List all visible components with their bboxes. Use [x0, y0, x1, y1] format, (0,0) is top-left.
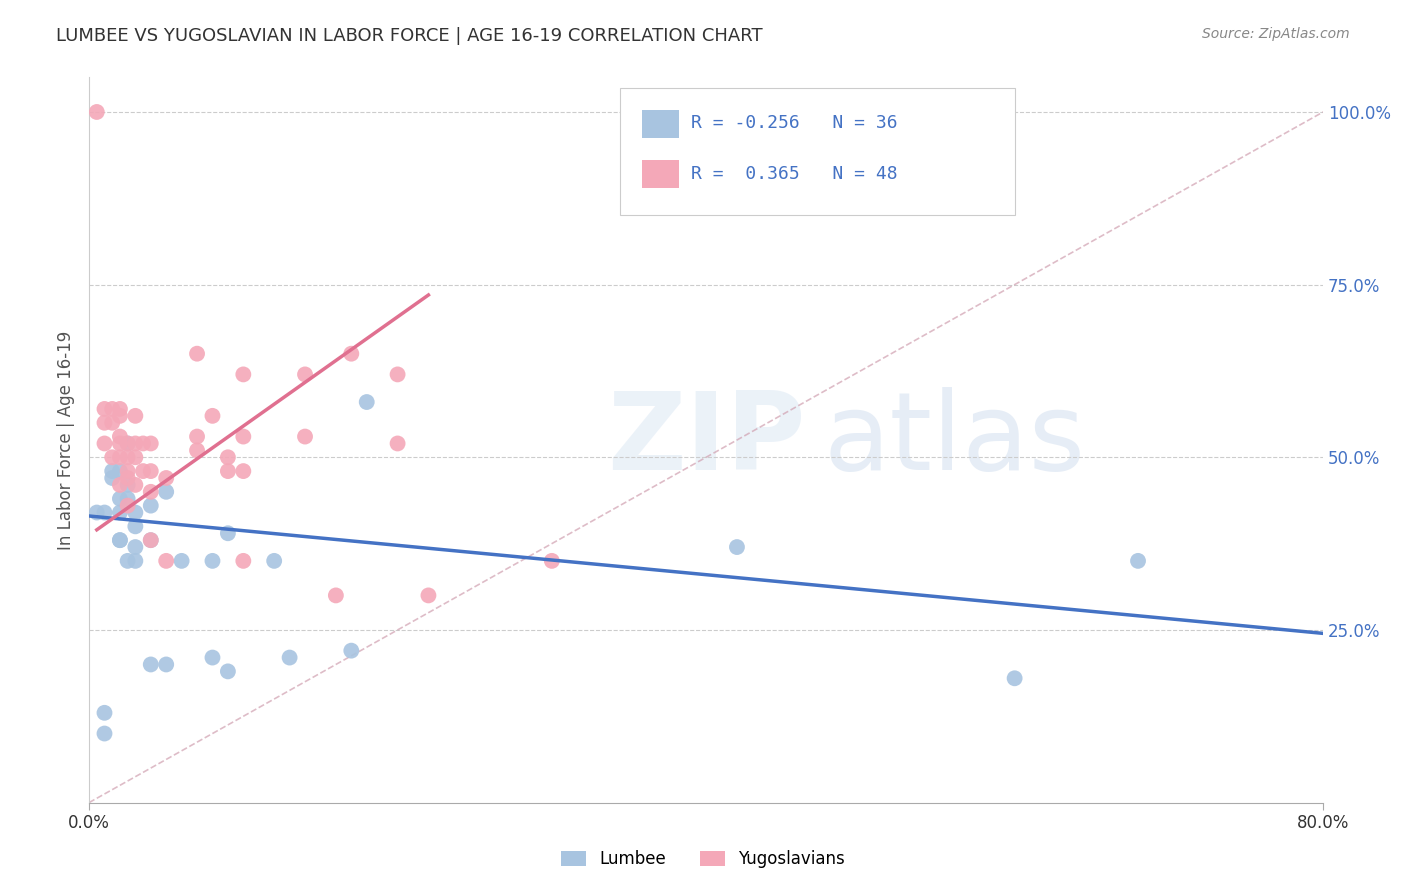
- Point: [201, 554, 224, 568]
- Point: [232, 429, 254, 443]
- FancyBboxPatch shape: [643, 160, 679, 187]
- Y-axis label: In Labor Force | Age 16-19: In Labor Force | Age 16-19: [58, 330, 75, 549]
- Text: ZIP: ZIP: [607, 387, 806, 493]
- Point: [124, 506, 146, 520]
- Point: [93, 416, 115, 430]
- Point: [294, 429, 316, 443]
- Point: [201, 650, 224, 665]
- Point: [139, 657, 162, 672]
- Point: [232, 368, 254, 382]
- Point: [139, 484, 162, 499]
- Point: [186, 429, 208, 443]
- Point: [155, 657, 177, 672]
- Point: [418, 588, 440, 602]
- Point: [117, 436, 139, 450]
- Point: [117, 491, 139, 506]
- Point: [170, 554, 193, 568]
- Point: [540, 554, 562, 568]
- Point: [108, 491, 131, 506]
- Point: [93, 436, 115, 450]
- Point: [186, 347, 208, 361]
- Point: [124, 478, 146, 492]
- Point: [108, 436, 131, 450]
- Point: [93, 401, 115, 416]
- Point: [155, 471, 177, 485]
- Point: [124, 450, 146, 465]
- Point: [117, 436, 139, 450]
- Point: [108, 401, 131, 416]
- Point: [108, 464, 131, 478]
- Point: [108, 533, 131, 548]
- Point: [117, 554, 139, 568]
- Legend: Lumbee, Yugoslavians: Lumbee, Yugoslavians: [554, 844, 852, 875]
- Text: R = -0.256   N = 36: R = -0.256 N = 36: [692, 114, 898, 132]
- Point: [139, 533, 162, 548]
- Point: [124, 519, 146, 533]
- Text: LUMBEE VS YUGOSLAVIAN IN LABOR FORCE | AGE 16-19 CORRELATION CHART: LUMBEE VS YUGOSLAVIAN IN LABOR FORCE | A…: [56, 27, 763, 45]
- Point: [117, 499, 139, 513]
- Point: [108, 429, 131, 443]
- Text: R =  0.365   N = 48: R = 0.365 N = 48: [692, 165, 898, 183]
- Point: [294, 368, 316, 382]
- Point: [139, 499, 162, 513]
- Point: [124, 436, 146, 450]
- FancyBboxPatch shape: [620, 88, 1015, 215]
- Point: [93, 726, 115, 740]
- Point: [263, 554, 285, 568]
- Point: [124, 554, 146, 568]
- Point: [132, 464, 155, 478]
- Point: [217, 665, 239, 679]
- Point: [108, 450, 131, 465]
- FancyBboxPatch shape: [643, 110, 679, 137]
- Text: Source: ZipAtlas.com: Source: ZipAtlas.com: [1202, 27, 1350, 41]
- Point: [101, 471, 124, 485]
- Point: [124, 409, 146, 423]
- Point: [132, 436, 155, 450]
- Text: atlas: atlas: [824, 387, 1085, 493]
- Point: [1004, 671, 1026, 685]
- Point: [117, 471, 139, 485]
- Point: [325, 588, 347, 602]
- Point: [93, 706, 115, 720]
- Point: [139, 464, 162, 478]
- Point: [117, 478, 139, 492]
- Point: [232, 554, 254, 568]
- Point: [108, 478, 131, 492]
- Point: [101, 401, 124, 416]
- Point: [186, 443, 208, 458]
- Point: [387, 436, 409, 450]
- Point: [217, 450, 239, 465]
- Point: [278, 650, 301, 665]
- Point: [101, 450, 124, 465]
- Point: [108, 506, 131, 520]
- Point: [155, 554, 177, 568]
- Point: [117, 464, 139, 478]
- Point: [101, 416, 124, 430]
- Point: [340, 643, 363, 657]
- Point: [356, 395, 378, 409]
- Point: [340, 347, 363, 361]
- Point: [108, 533, 131, 548]
- Point: [86, 506, 108, 520]
- Point: [117, 450, 139, 465]
- Point: [124, 540, 146, 554]
- Point: [1126, 554, 1149, 568]
- Point: [155, 484, 177, 499]
- Point: [101, 464, 124, 478]
- Point: [201, 409, 224, 423]
- Point: [108, 409, 131, 423]
- Point: [232, 464, 254, 478]
- Point: [217, 526, 239, 541]
- Point: [93, 506, 115, 520]
- Point: [86, 105, 108, 120]
- Point: [139, 436, 162, 450]
- Point: [387, 368, 409, 382]
- Point: [139, 533, 162, 548]
- Point: [217, 464, 239, 478]
- Point: [725, 540, 748, 554]
